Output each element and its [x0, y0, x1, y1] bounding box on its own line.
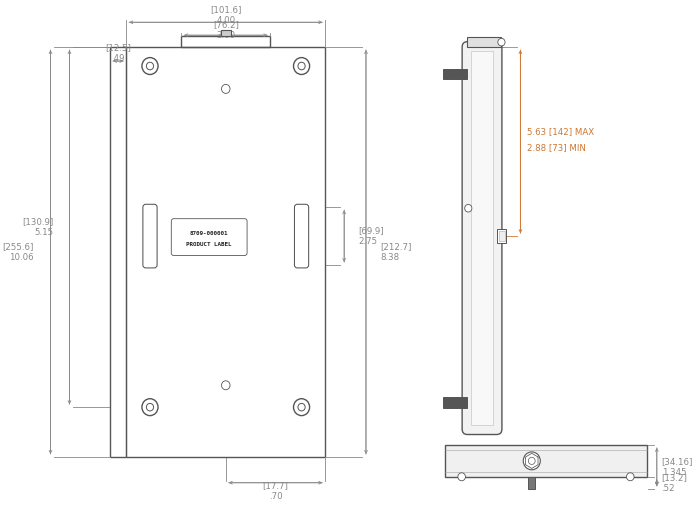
Circle shape [298, 62, 305, 70]
Text: [13.2]
.52: [13.2] .52 [662, 473, 687, 493]
Circle shape [528, 457, 536, 464]
Circle shape [146, 62, 153, 70]
Bar [498, 231, 505, 241]
Text: [101.6]
4.00: [101.6] 4.00 [210, 6, 242, 25]
Circle shape [293, 399, 309, 416]
Text: [76.2]
3.00: [76.2] 3.00 [213, 20, 239, 40]
FancyBboxPatch shape [143, 204, 157, 268]
Text: 2.88 [73] MIN: 2.88 [73] MIN [527, 143, 586, 152]
Text: [212.7]
8.38: [212.7] 8.38 [380, 242, 412, 262]
Circle shape [458, 473, 466, 481]
FancyBboxPatch shape [172, 219, 247, 256]
Text: [12.5]
.49: [12.5] .49 [105, 43, 131, 63]
Bar [528, 477, 535, 489]
Circle shape [298, 403, 305, 411]
FancyBboxPatch shape [462, 42, 502, 434]
Bar [442, 397, 468, 407]
Text: PRODUCT LABEL: PRODUCT LABEL [186, 242, 232, 246]
Circle shape [293, 57, 309, 75]
Text: [130.9]
5.15: [130.9] 5.15 [22, 217, 53, 237]
Circle shape [142, 399, 158, 416]
Text: [69.9]
2.75: [69.9] 2.75 [358, 226, 384, 246]
Text: [17.7]
.70: [17.7] .70 [262, 481, 288, 500]
Circle shape [626, 473, 634, 481]
Circle shape [498, 39, 505, 46]
Bar [471, 51, 493, 425]
Circle shape [142, 57, 158, 75]
Circle shape [523, 452, 540, 470]
FancyBboxPatch shape [295, 204, 309, 268]
Bar [442, 69, 468, 79]
Bar [468, 37, 501, 47]
Text: [34.16]
1.345: [34.16] 1.345 [662, 457, 693, 477]
Circle shape [221, 84, 230, 93]
Bar [444, 445, 648, 477]
Text: [255.6]
10.06: [255.6] 10.06 [2, 242, 34, 262]
Bar [220, 30, 231, 36]
Bar [497, 229, 506, 243]
Circle shape [465, 205, 472, 212]
Text: 5.63 [142] MAX: 5.63 [142] MAX [527, 127, 594, 136]
Text: 8709-000001: 8709-000001 [190, 231, 228, 236]
Circle shape [146, 403, 153, 411]
Circle shape [221, 381, 230, 390]
